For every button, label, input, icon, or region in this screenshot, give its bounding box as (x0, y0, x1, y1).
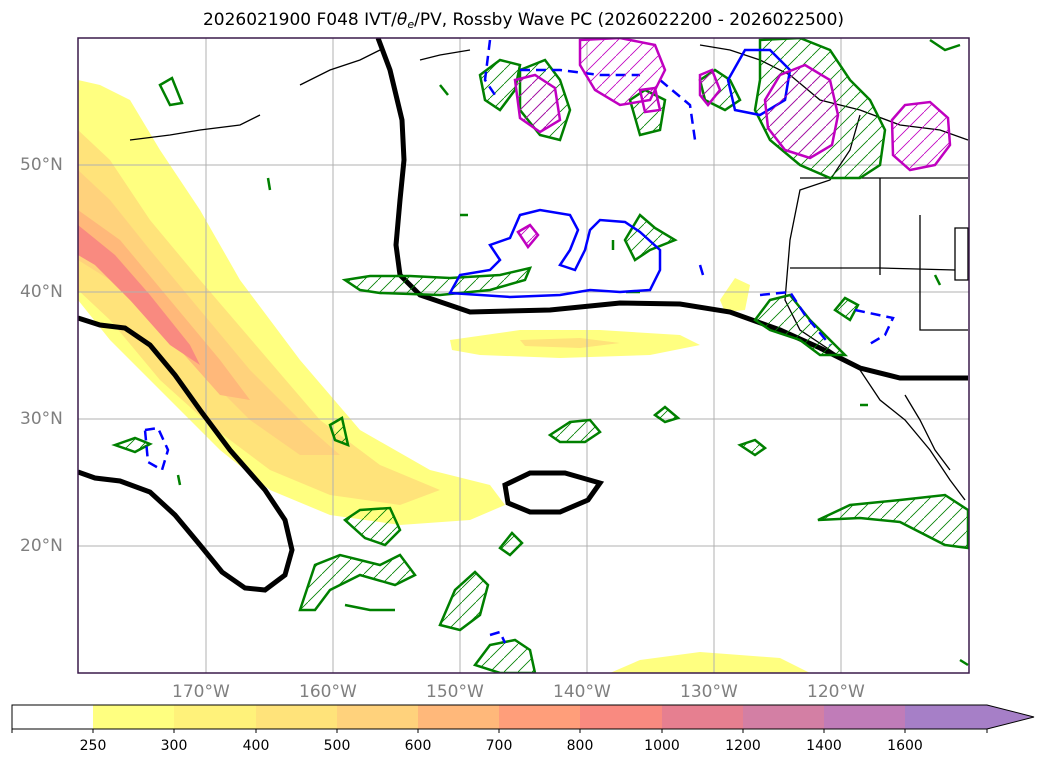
colorbar-segment (662, 705, 743, 729)
lon-label-150w: 150°W (426, 682, 484, 702)
lon-label-120w: 120°W (807, 682, 865, 702)
colorbar-segment (580, 705, 662, 729)
title-suffix: /PV, Rossby Wave PC (2026022200 - 202602… (414, 10, 845, 30)
theta-e-contours (513, 38, 952, 250)
map-title: 2026021900 F048 IVT/θe/PV, Rossby Wave P… (0, 10, 1047, 31)
lon-label-130w: 130°W (680, 682, 738, 702)
colorbar-segment (93, 705, 174, 729)
lat-label-20n: 20°N (20, 536, 63, 556)
colorbar-label-300: 300 (160, 738, 188, 754)
colorbar-segment (337, 705, 418, 729)
lon-label-170w: 170°W (172, 682, 230, 702)
graticule (78, 38, 969, 673)
colorbar-segment (418, 705, 499, 729)
colorbar-outline (11, 704, 1035, 730)
colorbar-segment (12, 705, 93, 729)
ivt-shading (78, 80, 810, 673)
colorbar-ticks (11, 729, 988, 733)
colorbar-segment (743, 705, 824, 729)
colorbar-label-800: 800 (566, 738, 594, 754)
colorbar (12, 705, 1034, 729)
title-theta-subscript: e (407, 18, 415, 31)
lon-label-160w: 160°W (299, 682, 357, 702)
colorbar-label-250: 250 (79, 738, 107, 754)
colorbar-label-600: 600 (404, 738, 432, 754)
colorbar-segment (905, 705, 1034, 729)
colorbar-label-1000: 1000 (644, 738, 680, 754)
colorbar-segment (174, 705, 256, 729)
colorbar-label-700: 700 (485, 738, 513, 754)
colorbar-label-400: 400 (242, 738, 270, 754)
title-theta: θ (396, 10, 408, 30)
lat-label-50n: 50°N (20, 155, 63, 175)
lat-label-30n: 30°N (20, 409, 63, 429)
colorbar-segment (256, 705, 337, 729)
colorbar-label-1200: 1200 (725, 738, 761, 754)
map-frame (77, 37, 970, 674)
lat-label-40n: 40°N (20, 282, 63, 302)
colorbar-label-500: 500 (323, 738, 351, 754)
colorbar-segment (824, 705, 905, 729)
colorbar-label-1600: 1600 (887, 738, 923, 754)
title-prefix: 2026021900 F048 IVT/ (202, 10, 397, 30)
lon-label-140w: 140°W (553, 682, 611, 702)
colorbar-label-1400: 1400 (806, 738, 842, 754)
colorbar-segment (499, 705, 580, 729)
